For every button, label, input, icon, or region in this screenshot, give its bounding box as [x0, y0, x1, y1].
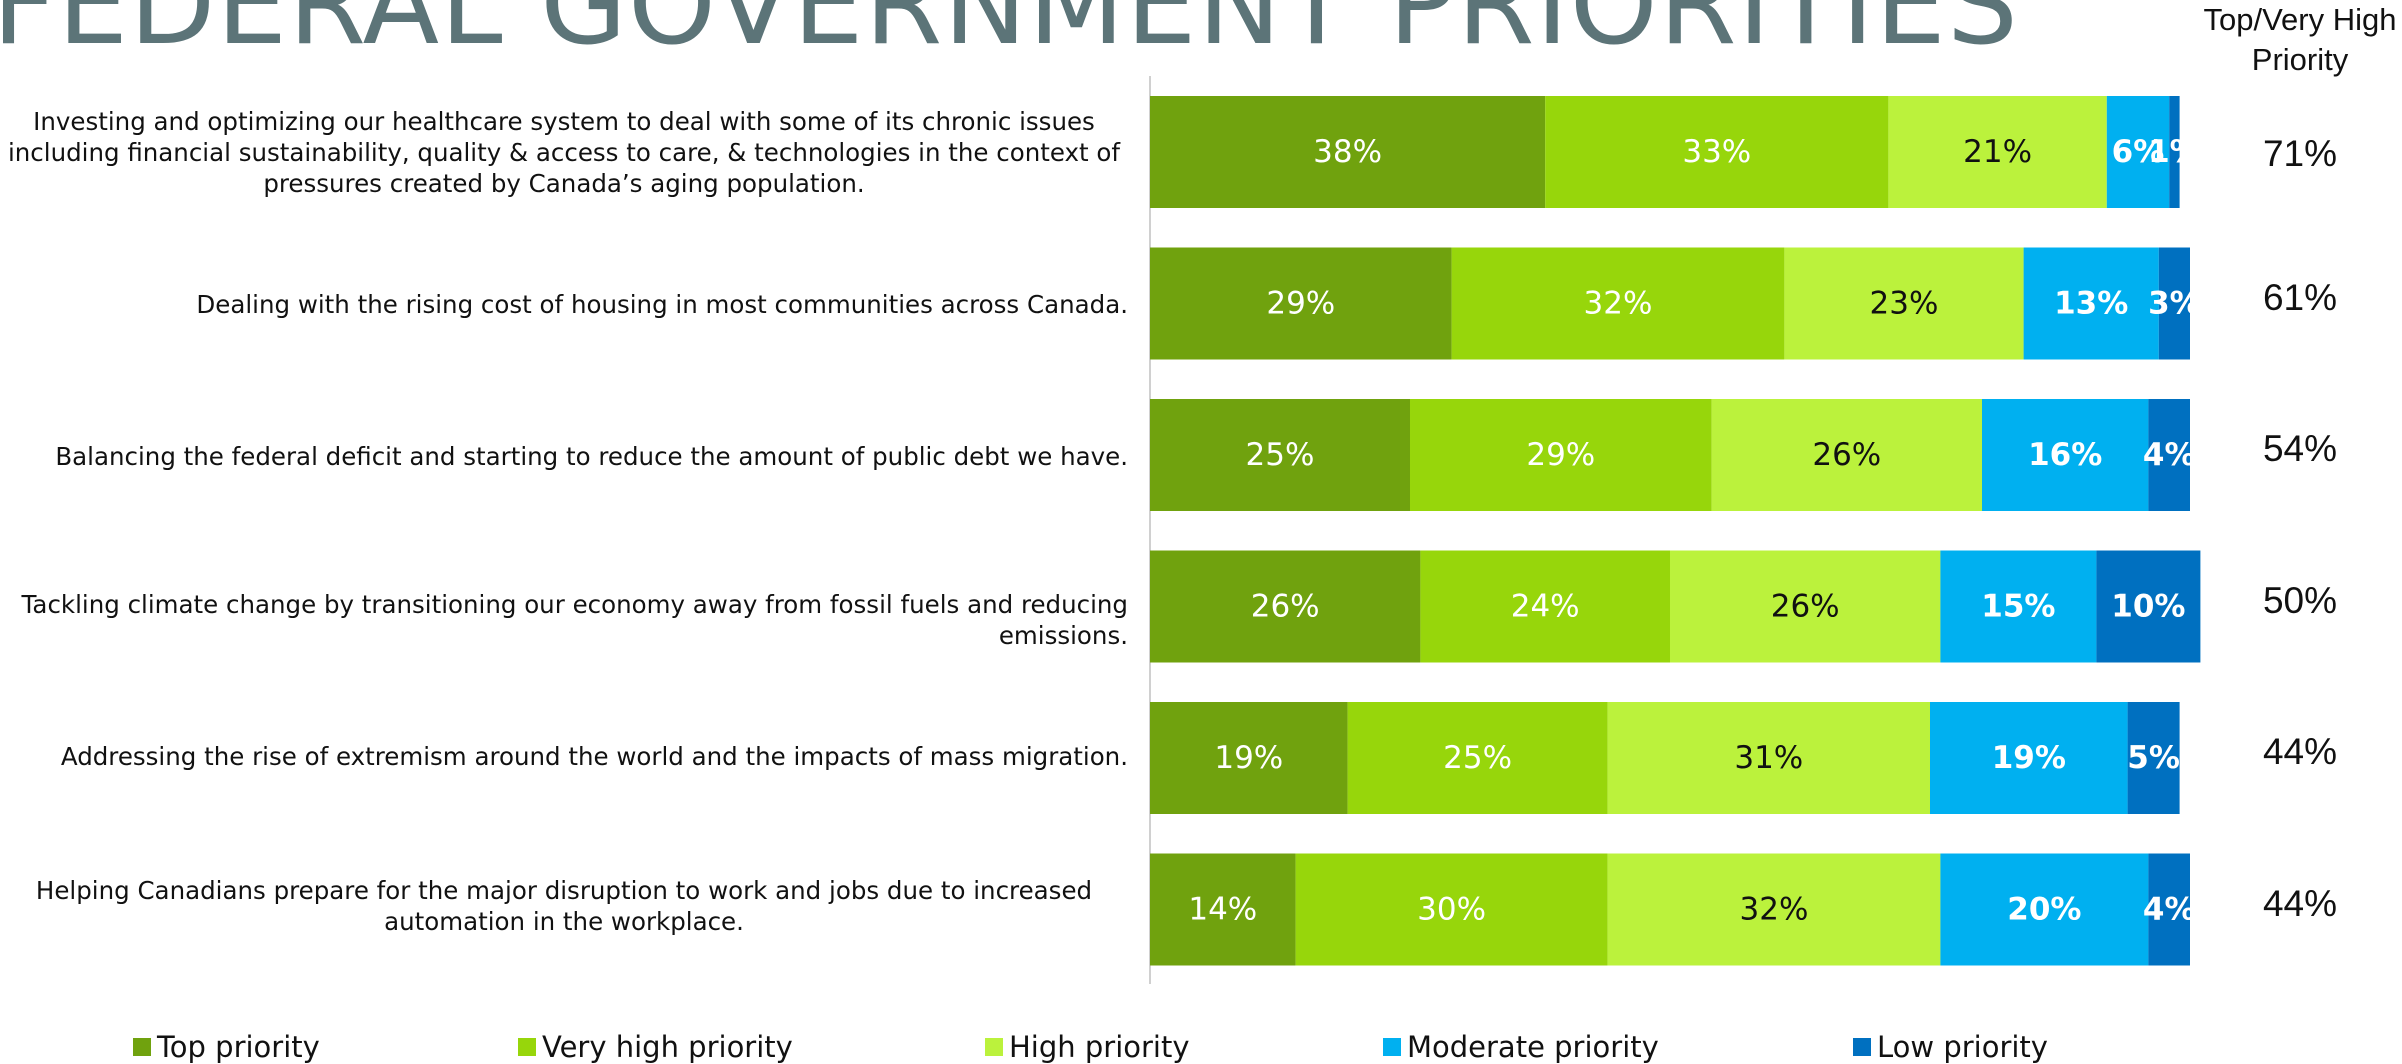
data-label: 31% [1734, 740, 1803, 776]
total-value: 54% [2262, 428, 2338, 469]
data-label: 19% [1214, 740, 1283, 776]
slide-title: FEDERAL GOVERNMENT PRIORITIES [0, 0, 2019, 70]
total-value: 50% [2262, 579, 2338, 621]
bar-segment [1347, 702, 1608, 814]
legend-swatch [518, 1038, 536, 1056]
bar-segment [1150, 247, 1452, 360]
category-label: Balancing the federal deficit and starti… [55, 441, 1128, 471]
data-label: 16% [2028, 437, 2102, 473]
data-label: 32% [1740, 892, 1809, 928]
bar-segment [1670, 550, 1941, 663]
data-label: 1% [2148, 134, 2201, 170]
bar-segment [1150, 702, 1348, 814]
legend-swatch [133, 1038, 151, 1056]
bar-segment [1420, 550, 1670, 663]
bar-segment [2148, 853, 2190, 966]
category-label: Investing and optimizing our healthcare … [7, 106, 1121, 198]
bar-segment [1607, 853, 1941, 966]
legend-swatch [985, 1038, 1003, 1056]
legend-label: Low priority [1877, 1030, 2048, 1064]
bar-segment [1607, 702, 1930, 814]
bar-segment [1150, 853, 1296, 966]
bar-segment [1982, 399, 2149, 511]
data-label: 30% [1417, 892, 1486, 928]
total-value: 71% [2262, 133, 2338, 174]
bar-segment [1150, 550, 1421, 663]
data-label: 24% [1511, 589, 1580, 625]
bar-segment [1545, 96, 1889, 208]
bar-segment [1451, 247, 1785, 360]
category-label: Tackling climate change by transitioning… [21, 589, 1128, 650]
data-label: 21% [1963, 134, 2032, 170]
bar-segment [2096, 550, 2201, 663]
data-label: 5% [2127, 740, 2180, 776]
data-label: 4% [2143, 437, 2196, 473]
bar-segment [2148, 399, 2190, 511]
data-label: 25% [1246, 437, 1315, 473]
total-value: 61% [2262, 276, 2338, 318]
data-label: 15% [1981, 589, 2055, 625]
data-label: 26% [1812, 437, 1881, 473]
category-label: Dealing with the rising cost of housing … [196, 289, 1128, 319]
bar-segment [1940, 853, 2149, 966]
data-label: 6% [2112, 134, 2165, 170]
data-label: 13% [2054, 286, 2128, 322]
legend-item: High priority [985, 1032, 1190, 1062]
bar-segment [2158, 247, 2190, 360]
bar-segment [2023, 247, 2159, 360]
bar-segment [1150, 399, 1410, 511]
legend-label: Top priority [157, 1030, 320, 1064]
data-label: 3% [2148, 286, 2201, 322]
bar-segment [1410, 399, 1712, 511]
bar-segment [2127, 702, 2180, 814]
category-label: Helping Canadians prepare for the major … [35, 876, 1093, 936]
legend-item: Low priority [1853, 1032, 2048, 1062]
bar-segment [1940, 550, 2097, 663]
top-very-high-header: Top/Very High Priority [2203, 2, 2397, 78]
legend-label: Very high priority [542, 1030, 793, 1064]
data-label: 4% [2143, 892, 2196, 928]
legend-item: Top priority [133, 1032, 320, 1062]
legend-label: Moderate priority [1407, 1030, 1659, 1064]
legend-item: Very high priority [518, 1032, 793, 1062]
data-label: 32% [1584, 286, 1653, 322]
bar-segment [1295, 853, 1608, 966]
data-label: 25% [1443, 740, 1512, 776]
data-label: 29% [1526, 437, 1595, 473]
bar-segment [1784, 247, 2024, 360]
total-value: 44% [2262, 882, 2338, 924]
data-label: 14% [1188, 892, 1257, 928]
total-value: 44% [2262, 731, 2338, 772]
data-label: 38% [1313, 134, 1382, 170]
bar-segment [1930, 702, 2128, 814]
data-label: 10% [2111, 589, 2185, 625]
data-label: 23% [1870, 286, 1939, 322]
legend-label: High priority [1009, 1030, 1190, 1064]
data-label: 26% [1771, 589, 1840, 625]
legend-swatch [1383, 1038, 1401, 1056]
legend-item: Moderate priority [1383, 1032, 1659, 1062]
data-label: 29% [1266, 286, 1335, 322]
category-label: Addressing the rise of extremism around … [60, 741, 1128, 771]
bar-segment [2106, 96, 2170, 208]
data-label: 26% [1251, 589, 1320, 625]
data-label: 33% [1682, 134, 1751, 170]
bar-segment [1711, 399, 1982, 511]
legend-swatch [1853, 1038, 1871, 1056]
data-label: 20% [2007, 892, 2081, 928]
bar-segment [2169, 96, 2180, 208]
data-label: 19% [1992, 740, 2066, 776]
bar-segment [1150, 96, 1546, 208]
bar-segment [1888, 96, 2107, 208]
